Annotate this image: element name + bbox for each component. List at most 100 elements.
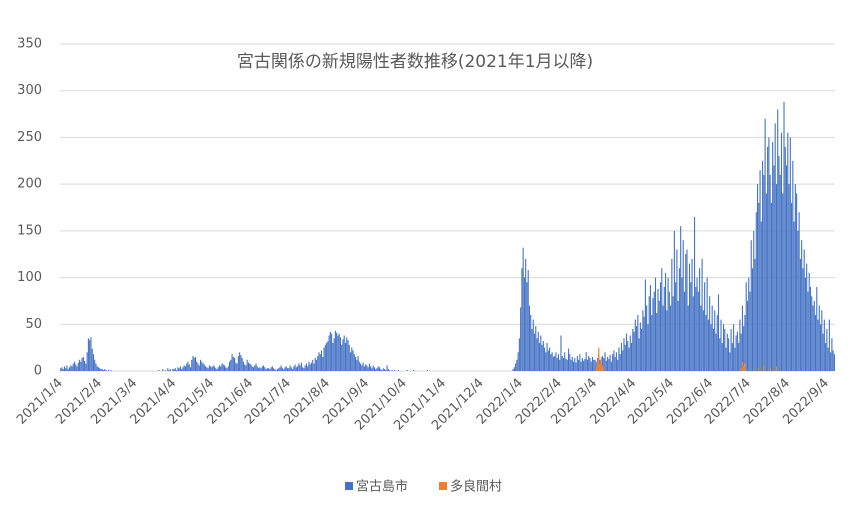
bar	[202, 363, 204, 371]
bar	[249, 363, 251, 371]
bar	[604, 352, 606, 371]
bar	[73, 361, 76, 371]
bar	[196, 361, 198, 371]
bar	[264, 367, 266, 371]
bar	[736, 331, 738, 371]
bar	[382, 368, 384, 371]
bar	[210, 366, 212, 371]
bar	[671, 258, 673, 371]
bar	[546, 342, 548, 371]
bar	[658, 300, 660, 371]
bar	[809, 286, 812, 371]
bar	[72, 363, 74, 371]
bar	[373, 367, 376, 371]
bar	[832, 350, 834, 371]
bar	[588, 356, 590, 371]
bar	[751, 268, 754, 371]
bar	[366, 365, 368, 371]
bar	[520, 307, 522, 371]
bar	[803, 249, 805, 371]
bar	[648, 296, 650, 371]
bar	[81, 357, 83, 371]
bar	[731, 342, 733, 371]
bar	[365, 364, 367, 371]
bar	[182, 367, 184, 371]
bar	[90, 337, 92, 371]
bar	[279, 367, 281, 371]
bar	[338, 333, 340, 371]
bar	[769, 368, 771, 371]
bar	[91, 348, 93, 371]
bar	[540, 335, 542, 371]
bar	[775, 366, 778, 371]
bar	[323, 347, 325, 371]
bar	[80, 361, 82, 371]
bar	[787, 132, 789, 371]
bar	[715, 333, 717, 371]
y-tick-label: 300	[17, 83, 42, 98]
bar	[833, 354, 835, 371]
bar	[717, 294, 720, 371]
bar	[806, 263, 808, 371]
bar	[699, 268, 701, 371]
bar	[62, 369, 64, 371]
bar	[812, 305, 814, 371]
bar	[215, 368, 217, 371]
bar	[207, 368, 209, 371]
bar	[637, 314, 639, 371]
bar	[82, 356, 84, 371]
bar	[557, 354, 559, 371]
bar	[561, 356, 563, 371]
bar	[624, 344, 626, 371]
bar	[598, 347, 600, 371]
bar	[232, 356, 234, 371]
bar	[672, 296, 674, 371]
bar	[353, 354, 355, 371]
bar	[268, 368, 270, 371]
bar	[314, 357, 316, 371]
bar	[63, 366, 66, 371]
bar	[605, 360, 607, 371]
bar	[368, 363, 370, 371]
bar	[351, 347, 353, 371]
bar	[328, 335, 330, 371]
bar	[769, 174, 771, 371]
bar	[765, 193, 767, 371]
bar	[193, 357, 195, 371]
bar	[691, 258, 693, 371]
bar	[312, 359, 314, 371]
bar	[580, 361, 582, 371]
bar	[187, 361, 189, 371]
bar	[236, 363, 238, 371]
bar	[758, 367, 760, 371]
bar	[610, 361, 612, 371]
bar	[695, 286, 697, 371]
bar	[533, 333, 536, 371]
chart-title: 宮古関係の新規陽性者数推移(2021年1月以降)	[237, 52, 593, 72]
bar	[528, 305, 531, 371]
bar	[701, 258, 703, 371]
bar	[234, 357, 236, 371]
bar	[85, 363, 87, 371]
bar	[782, 193, 784, 371]
bar	[317, 356, 319, 371]
bar	[173, 369, 175, 371]
bar	[564, 352, 566, 371]
bar	[260, 368, 262, 371]
bar	[360, 363, 362, 371]
bar	[412, 370, 415, 371]
bar	[246, 359, 248, 371]
bar	[371, 368, 373, 371]
bar	[348, 344, 350, 371]
bar	[657, 288, 659, 371]
bar	[357, 356, 359, 371]
bar	[197, 363, 199, 371]
bar	[531, 328, 533, 371]
bar	[686, 249, 688, 371]
bar	[381, 370, 383, 371]
bar	[532, 319, 534, 371]
bar	[750, 240, 752, 371]
bar	[632, 328, 634, 371]
bar	[105, 370, 107, 371]
bar	[793, 221, 795, 371]
